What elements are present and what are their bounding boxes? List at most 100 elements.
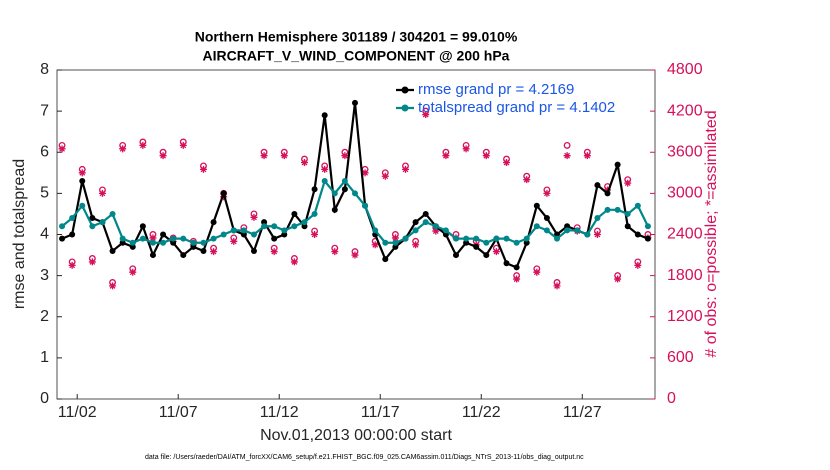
possible-marker (563, 141, 571, 149)
assimilated-marker (341, 152, 349, 160)
series-marker (331, 190, 338, 197)
chart-title: Northern Hemisphere 301189 / 304201 = 99… (195, 29, 518, 45)
series-marker (149, 239, 156, 246)
series-marker (281, 231, 288, 238)
series-marker (412, 219, 419, 226)
series-marker (271, 223, 278, 230)
series-marker (139, 223, 146, 230)
assimilated-marker (361, 169, 369, 177)
series-marker (564, 223, 571, 230)
assimilated-marker (422, 111, 430, 119)
chart-subtitle: AIRCRAFT_V_WIND_COMPONENT @ 200 hPa (203, 48, 510, 64)
legend-marker (401, 104, 409, 112)
series-marker (634, 202, 641, 209)
assimilated-marker (230, 237, 238, 245)
assimilated-marker (311, 231, 319, 238)
assimilated-marker (270, 248, 278, 256)
series-marker (321, 112, 328, 119)
series-marker (453, 235, 460, 242)
series-marker (644, 223, 651, 230)
series-marker (79, 202, 86, 209)
series-marker (220, 190, 227, 197)
assimilated-marker (280, 152, 288, 160)
assimilated-marker (432, 227, 440, 235)
series-marker (149, 252, 156, 259)
series-marker (473, 243, 480, 250)
assimilated-marker (321, 165, 329, 173)
series-marker (422, 210, 429, 217)
series-marker (271, 235, 278, 242)
series-marker (89, 223, 96, 230)
assimilated-marker (159, 152, 167, 160)
series-marker (119, 239, 126, 246)
series-marker (624, 223, 631, 230)
assimilated-marker (78, 169, 86, 177)
series-marker (513, 264, 520, 271)
assimilated-marker (442, 152, 450, 160)
series-marker (200, 247, 207, 254)
assimilated-marker (68, 261, 76, 269)
y-tick-label: 2 (40, 308, 49, 325)
series-marker (129, 243, 136, 250)
assimilated-marker (482, 152, 490, 160)
y-tick-label: 5 (40, 185, 49, 202)
y2-tick-label: 4800 (667, 61, 703, 78)
series-marker (402, 235, 409, 242)
series-marker (362, 202, 369, 209)
series-marker (513, 239, 520, 246)
series-marker (160, 231, 167, 238)
assimilated-marker (401, 165, 409, 173)
series-marker (170, 235, 177, 242)
series-marker (574, 227, 581, 234)
series-marker (311, 210, 318, 217)
series-marker (160, 239, 167, 246)
assimilated-marker (109, 282, 117, 290)
series-marker (624, 210, 631, 217)
y-axis-label: rmse and totalspread (11, 159, 28, 309)
series-marker (382, 256, 389, 263)
series-marker (412, 227, 419, 234)
assimilated-marker (604, 186, 612, 194)
series-marker (493, 235, 500, 242)
series-marker (554, 235, 561, 242)
assimilated-marker (290, 258, 298, 266)
series-marker (220, 231, 227, 238)
series-marker (89, 215, 96, 222)
assimilated-marker (331, 248, 339, 256)
y2-tick-label: 2400 (667, 226, 703, 243)
series-marker (533, 202, 540, 209)
series-marker (372, 227, 379, 234)
x-tick-label: 11/07 (159, 404, 198, 421)
y-tick-label: 0 (40, 390, 49, 407)
assimilated-marker (210, 248, 218, 256)
y2-tick-label: 600 (667, 349, 694, 366)
assimilated-marker (129, 268, 137, 276)
series-marker (190, 239, 197, 246)
assimilated-marker (88, 258, 96, 266)
assimilated-marker (300, 159, 308, 167)
assimilated-marker (462, 145, 470, 153)
series-marker (523, 239, 530, 246)
assimilated-marker (179, 141, 187, 149)
series-marker (301, 223, 308, 230)
series-marker (483, 239, 490, 246)
series-marker (392, 243, 399, 250)
series-marker (432, 223, 439, 230)
series-marker (281, 227, 288, 234)
series-marker (170, 239, 177, 246)
x-tick-label: 11/12 (260, 404, 299, 421)
series-marker (604, 190, 611, 197)
series-marker (291, 223, 298, 230)
assimilated-marker (543, 189, 551, 197)
series-marker (59, 223, 66, 230)
series-marker (210, 219, 217, 226)
y2-tick-label: 1800 (667, 267, 703, 284)
x-axis-label: Nov.01,2013 00:00:00 start (260, 427, 452, 444)
assimilated-marker (260, 152, 268, 160)
series-marker (594, 215, 601, 222)
series-marker (341, 186, 348, 193)
legend-label: totalspread grand pr = 4.1402 (418, 99, 615, 116)
assimilated-marker (492, 248, 500, 256)
assimilated-marker (351, 251, 359, 259)
series-marker (250, 247, 257, 254)
